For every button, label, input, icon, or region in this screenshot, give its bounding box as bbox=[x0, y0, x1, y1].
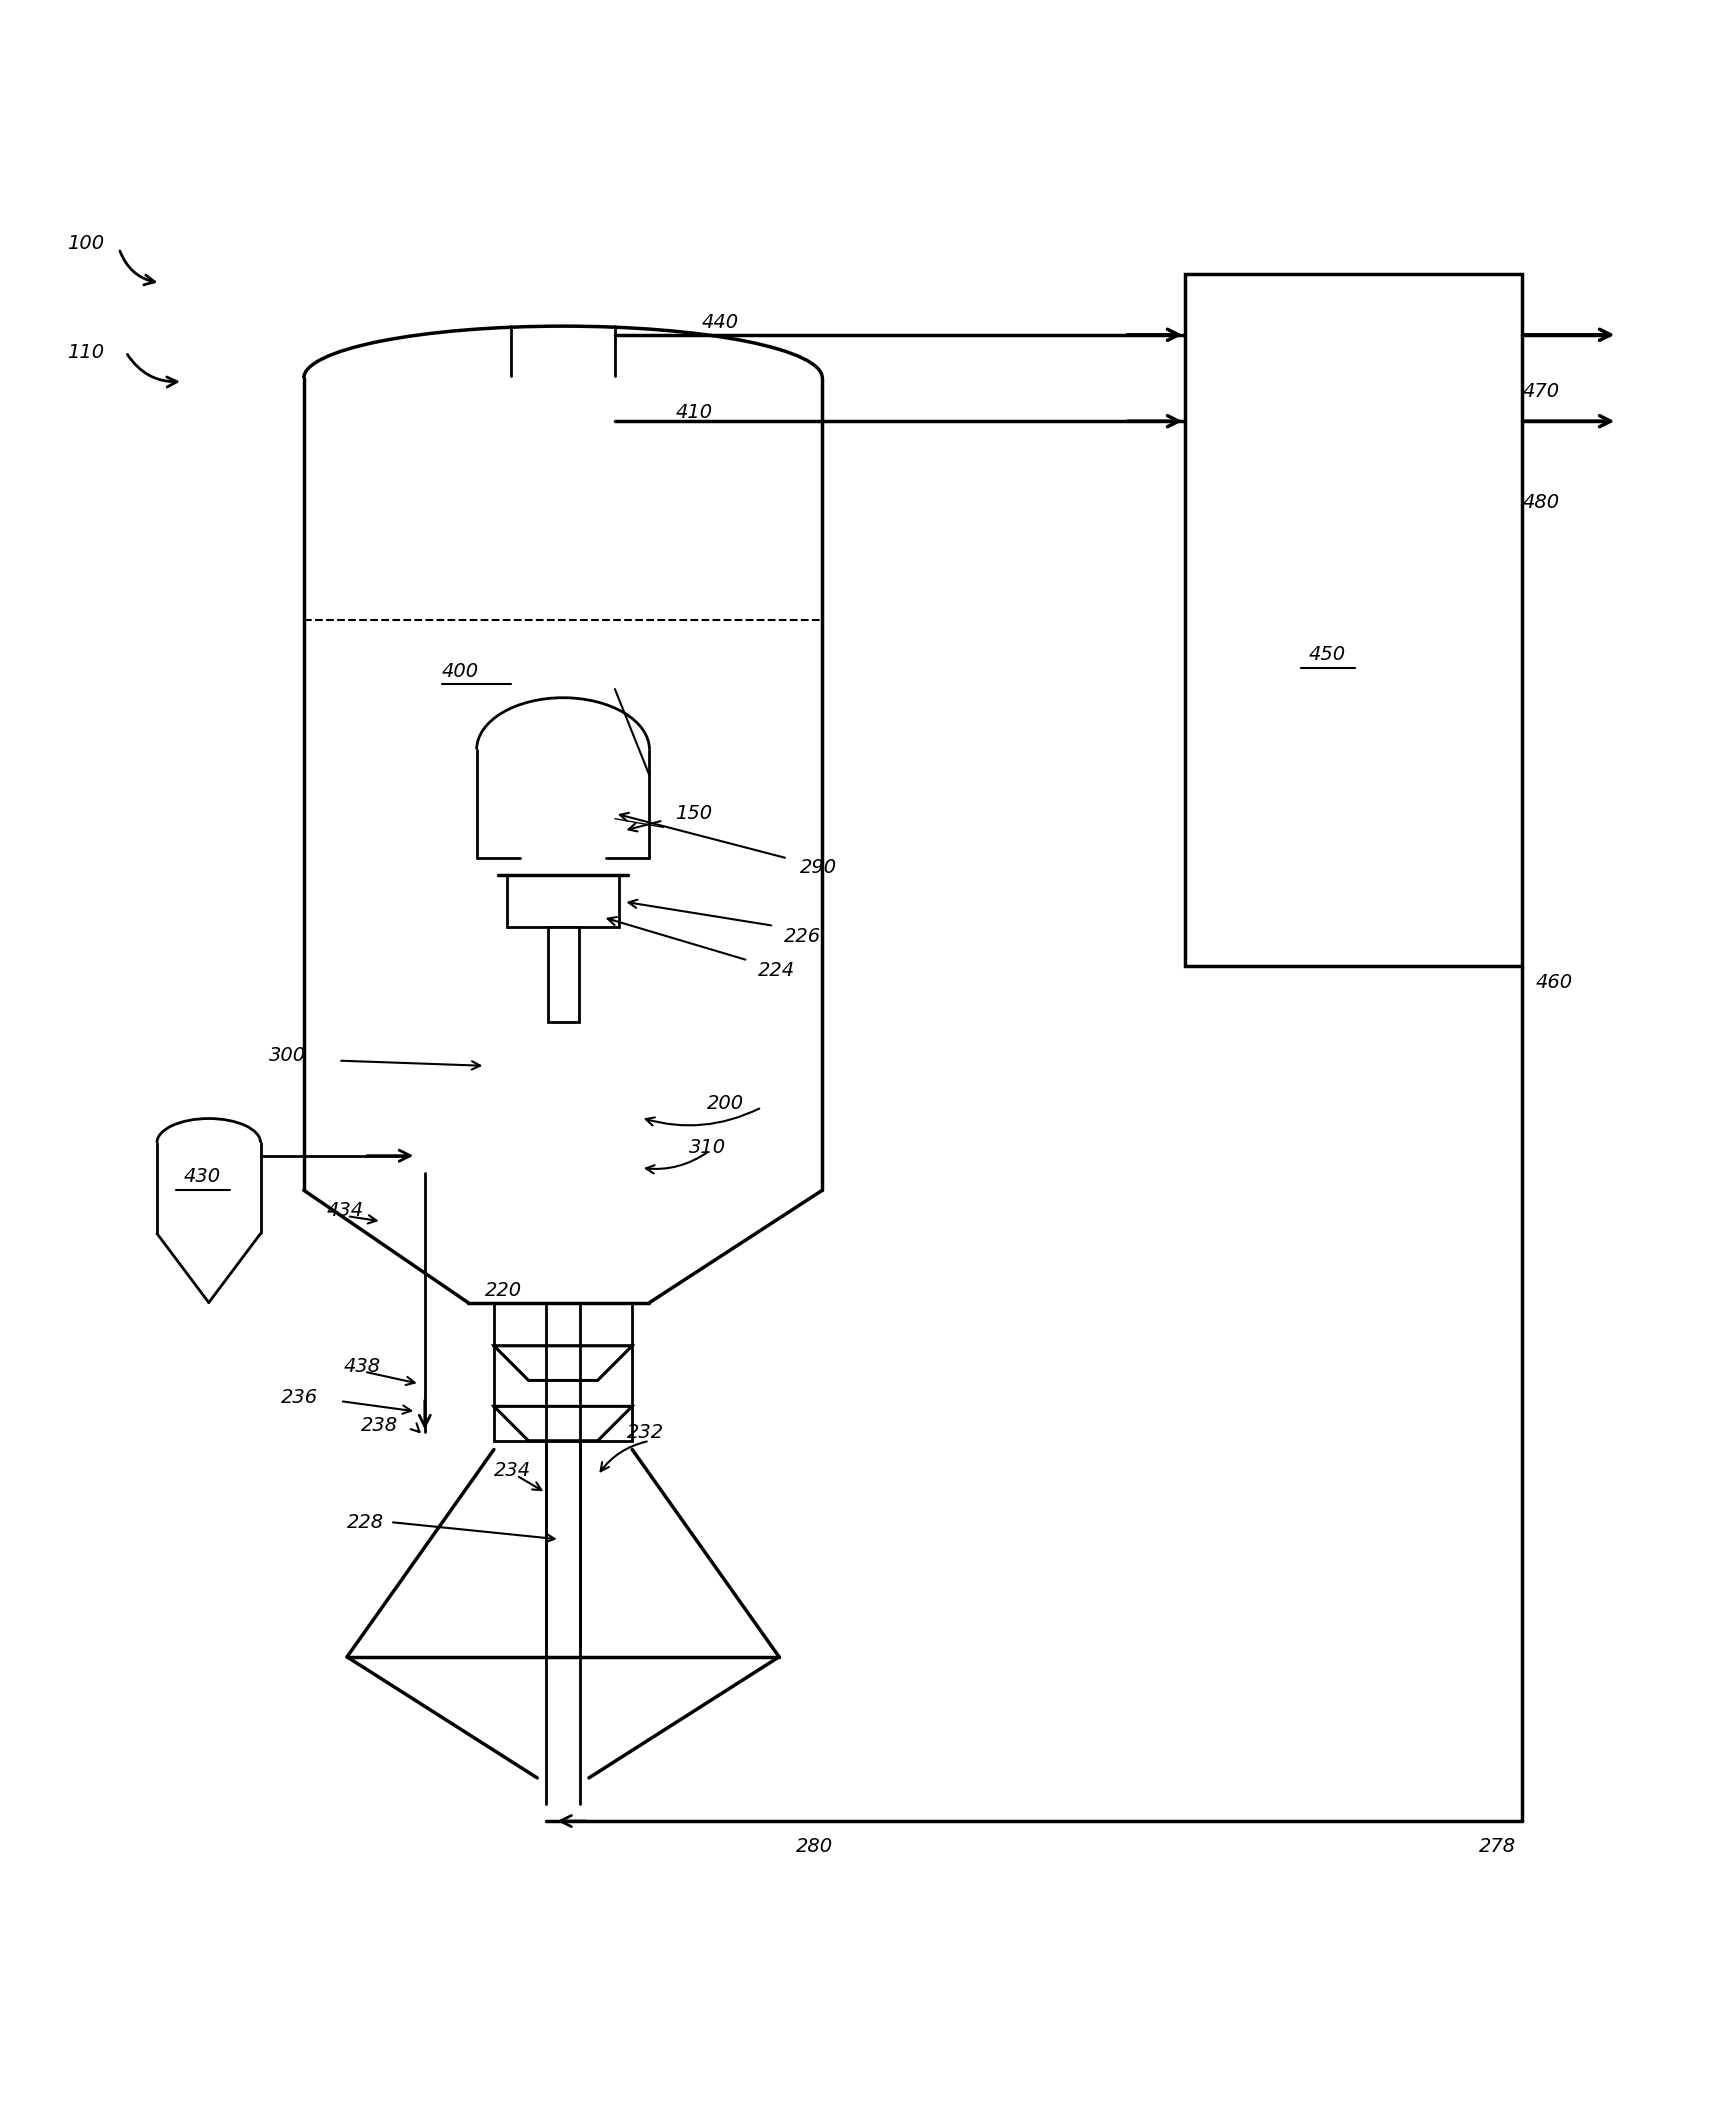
Text: 434: 434 bbox=[327, 1201, 363, 1220]
Text: 300: 300 bbox=[270, 1046, 306, 1065]
Text: 226: 226 bbox=[784, 926, 822, 945]
Text: 280: 280 bbox=[796, 1837, 834, 1856]
Text: 220: 220 bbox=[484, 1281, 522, 1300]
Text: 200: 200 bbox=[706, 1094, 744, 1113]
Text: 100: 100 bbox=[67, 234, 104, 252]
Text: 234: 234 bbox=[493, 1460, 531, 1479]
Bar bbox=[1185, 274, 1521, 966]
Text: 228: 228 bbox=[346, 1513, 384, 1532]
Text: 238: 238 bbox=[360, 1416, 398, 1435]
Text: 290: 290 bbox=[799, 858, 837, 877]
Text: 438: 438 bbox=[343, 1357, 381, 1376]
Text: 450: 450 bbox=[1308, 646, 1344, 665]
Polygon shape bbox=[493, 1405, 631, 1441]
Text: 110: 110 bbox=[67, 343, 104, 362]
Text: 278: 278 bbox=[1477, 1837, 1515, 1856]
Bar bbox=[547, 926, 578, 1023]
Text: 460: 460 bbox=[1535, 974, 1573, 993]
Bar bbox=[493, 1302, 631, 1441]
Text: 224: 224 bbox=[758, 962, 796, 980]
Text: 232: 232 bbox=[626, 1422, 664, 1441]
Text: 150: 150 bbox=[675, 804, 713, 823]
Bar bbox=[507, 875, 619, 926]
Text: 480: 480 bbox=[1521, 492, 1559, 511]
Polygon shape bbox=[493, 1347, 631, 1380]
Text: 236: 236 bbox=[282, 1389, 318, 1408]
Text: 440: 440 bbox=[701, 313, 739, 332]
Text: 410: 410 bbox=[675, 404, 713, 423]
Text: 470: 470 bbox=[1521, 383, 1559, 402]
Text: 400: 400 bbox=[441, 663, 479, 682]
Text: 430: 430 bbox=[183, 1168, 220, 1187]
Text: 310: 310 bbox=[689, 1138, 727, 1157]
